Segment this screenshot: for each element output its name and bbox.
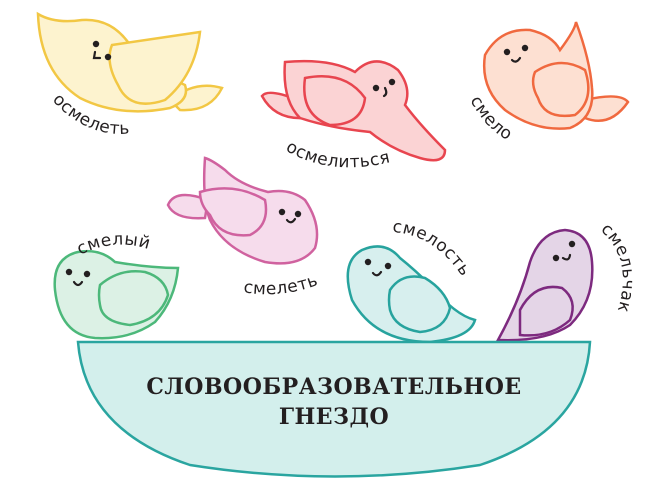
bird-red-wing — [303, 74, 367, 127]
bird-orange-wing — [531, 61, 590, 118]
nest-title-line1: СЛОВООБРАЗОВАТЕЛЬНОЕ — [146, 374, 521, 400]
label-smelyy: смелый — [74, 229, 153, 259]
bird-purple-eye-right — [568, 240, 576, 248]
bird-teal-wing — [387, 275, 452, 334]
bird-red — [260, 59, 447, 162]
bird-red-beak — [382, 86, 388, 98]
bird-red-eye-left — [372, 84, 380, 92]
bird-orange-eye-right — [521, 44, 529, 52]
bird-pink-beak — [285, 217, 297, 224]
bird-pink-eye-left — [278, 208, 286, 216]
label-smelchak: смельчак — [597, 219, 638, 315]
label-smelet: смелеть — [242, 270, 320, 299]
bird-pink — [166, 156, 319, 265]
bird-green-beak — [72, 280, 84, 287]
bird-purple-wing — [518, 285, 574, 337]
bird-orange-tail — [583, 95, 630, 122]
bird-green-eye-right — [83, 270, 91, 278]
bird-teal-eye-right — [384, 262, 392, 270]
bird-green-eye-left — [65, 268, 73, 276]
bird-pink-eye-right — [294, 210, 302, 218]
bird-yellow — [36, 11, 224, 113]
bird-pink-tail — [166, 193, 210, 220]
bird-purple — [495, 228, 594, 342]
bird-purple-eye-left — [552, 254, 560, 262]
bird-teal-beak — [371, 270, 383, 277]
bird-teal — [346, 245, 477, 344]
label-osmelitsya: осмелиться — [283, 137, 392, 172]
bird-purple-beak — [561, 253, 572, 261]
bird-orange-beak — [510, 56, 522, 63]
bird-yellow-eye-left — [92, 40, 100, 48]
bird-yellow-eye-right — [104, 53, 112, 61]
bird-green — [53, 249, 180, 340]
bird-yellow-beak — [92, 50, 102, 60]
bird-teal-eye-left — [364, 258, 372, 266]
bird-green-wing — [97, 270, 170, 327]
nest-bowl — [76, 340, 592, 478]
bird-orange-eye-left — [503, 48, 511, 56]
nest-title-line2: ГНЕЗДО — [279, 404, 389, 430]
bird-red-eye-right — [388, 78, 396, 86]
bird-orange — [482, 21, 630, 130]
bird-pink-wing — [198, 187, 268, 237]
nest: СЛОВООБРАЗОВАТЕЛЬНОЕ ГНЕЗДО — [76, 340, 592, 478]
bird-yellow-wing — [108, 30, 202, 105]
